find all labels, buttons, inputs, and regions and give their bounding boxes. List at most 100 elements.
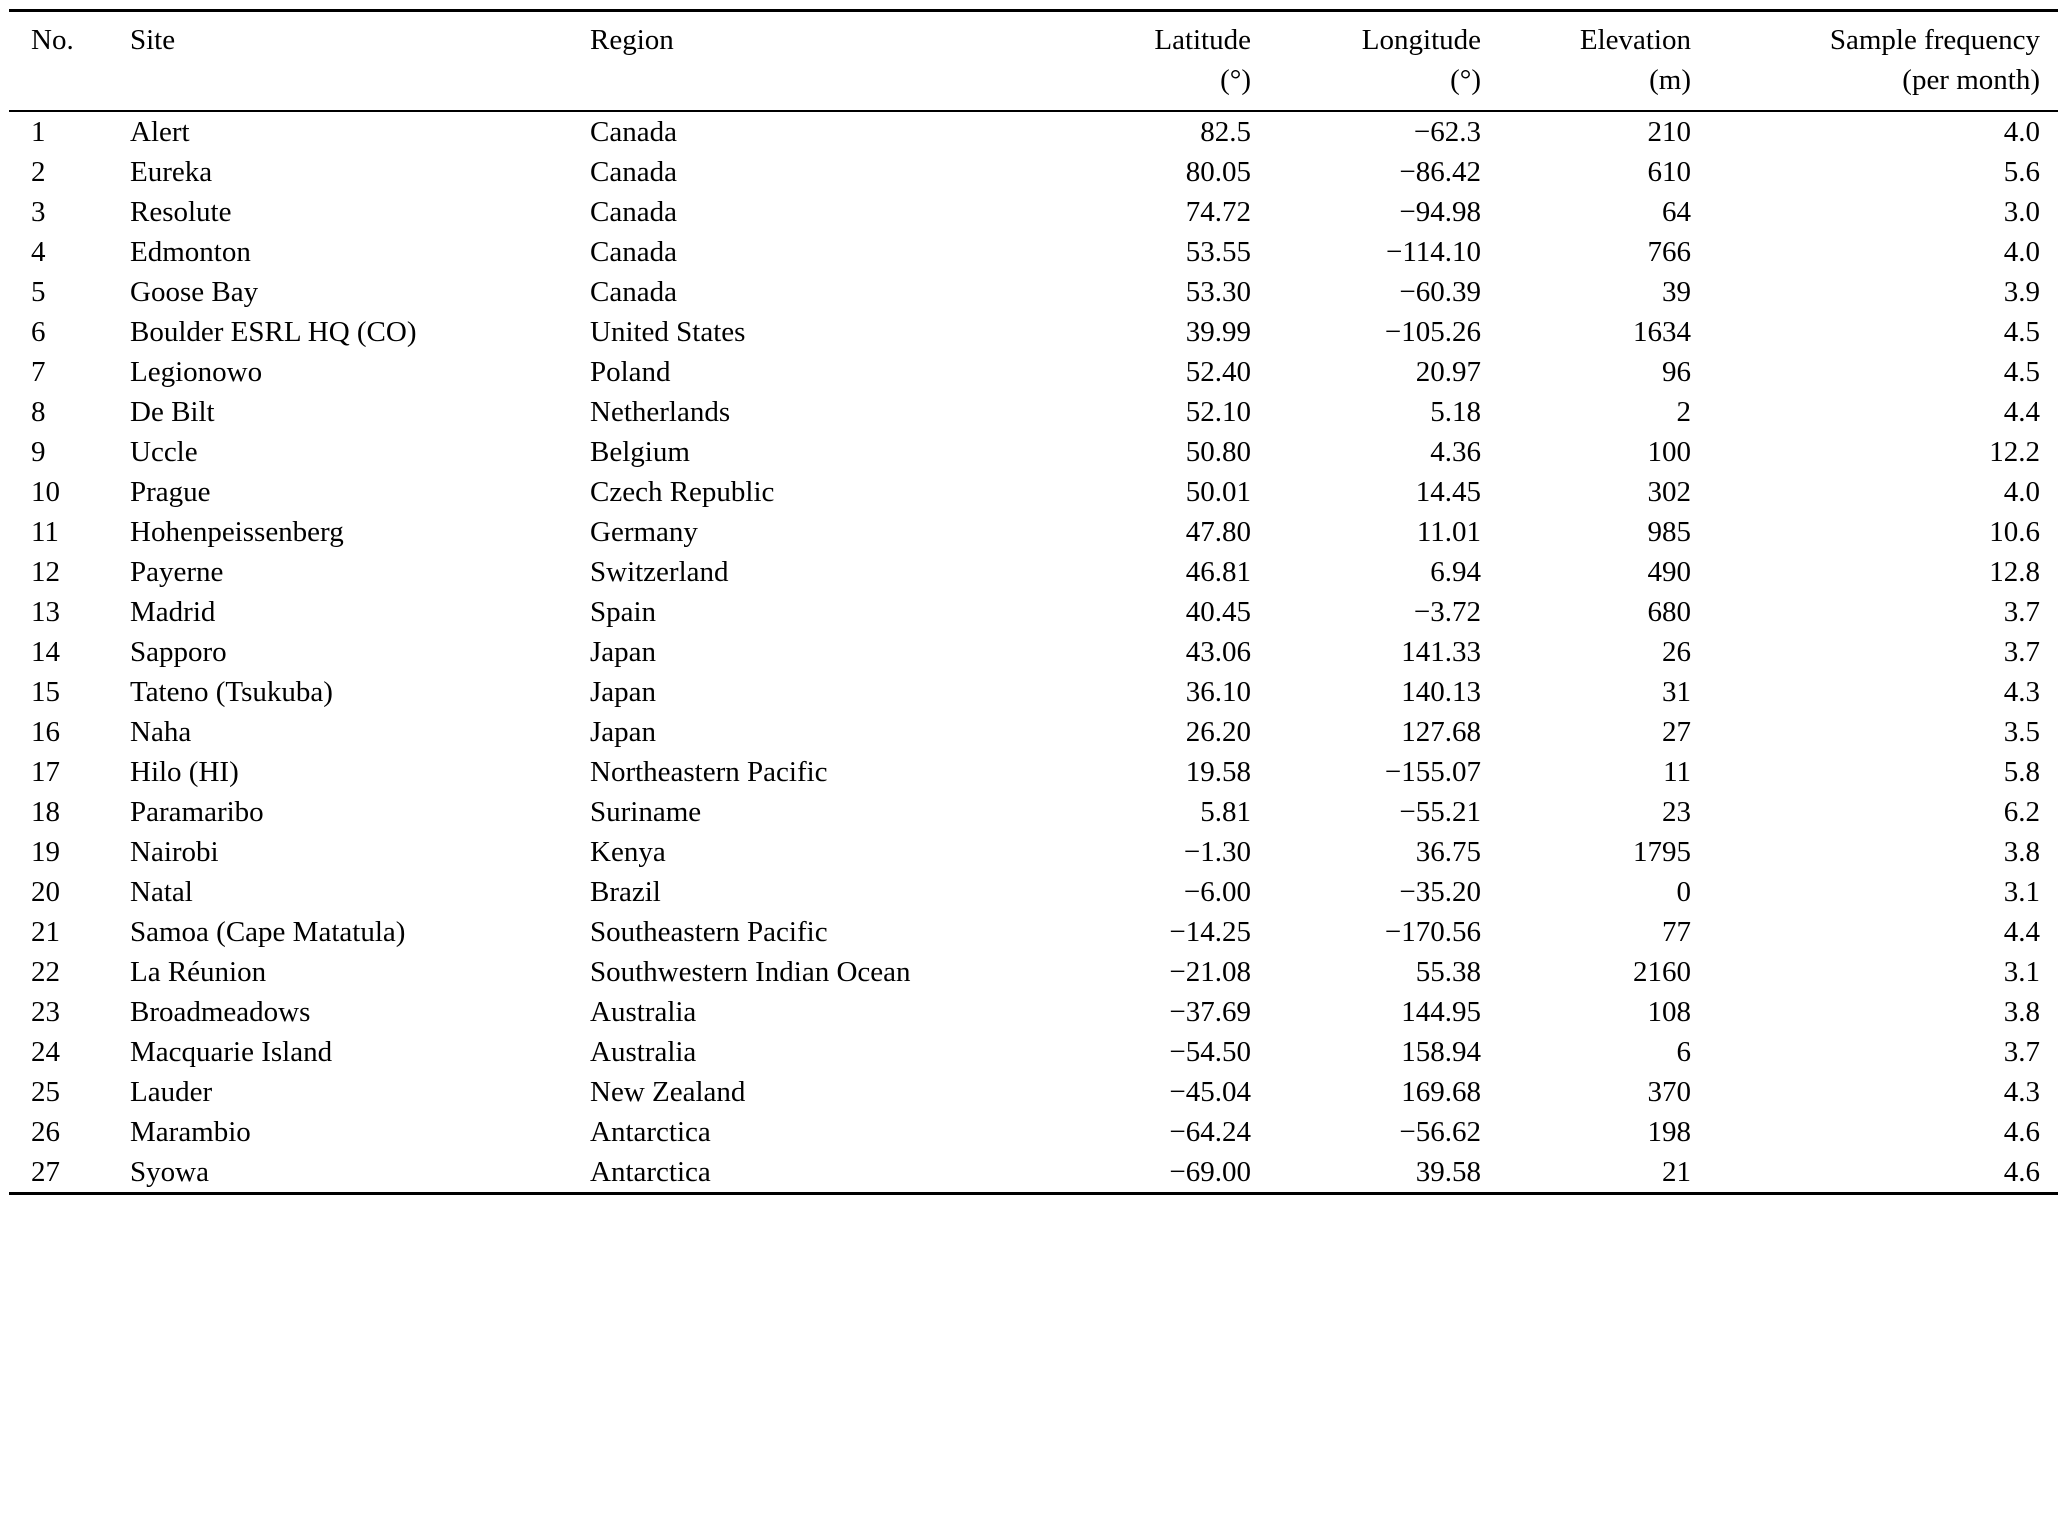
cell-region: Northeastern Pacific (590, 756, 828, 788)
cell-frequency: 4.5 (2003, 316, 2040, 348)
cell-frequency: 3.8 (2003, 836, 2040, 868)
cell-longitude: −114.10 (1385, 236, 1481, 268)
cell-no: 20 (31, 876, 60, 908)
cell-longitude: 39.58 (1415, 1156, 1481, 1188)
column-label-no: No. (31, 24, 74, 56)
cell-site: Natal (130, 876, 193, 908)
cell-latitude: 19.58 (1185, 756, 1251, 788)
cell-region: United States (590, 316, 746, 348)
cell-frequency: 3.7 (2003, 596, 2040, 628)
cell-frequency: 4.6 (2003, 1156, 2040, 1188)
cell-no: 12 (31, 556, 60, 588)
cell-no: 2 (31, 156, 46, 188)
cell-region: Japan (590, 676, 657, 708)
cell-region: Poland (590, 356, 671, 388)
cell-elevation: 6 (1676, 1036, 1692, 1068)
cell-latitude: 47.80 (1185, 516, 1251, 548)
cell-longitude: 20.97 (1415, 356, 1481, 388)
cell-elevation: 77 (1662, 916, 1691, 948)
cell-region: Southwestern Indian Ocean (590, 956, 911, 988)
cell-elevation: 766 (1647, 236, 1692, 268)
table-header: No. Site Region Latitude (°) Longitude (°) Elev… (9, 10, 2058, 112)
cell-frequency: 4.3 (2003, 1076, 2040, 1108)
cell-longitude: −105.26 (1384, 316, 1481, 348)
cell-elevation: 680 (1647, 596, 1692, 628)
cell-elevation: 370 (1647, 1076, 1692, 1108)
table-row: 13 Madrid Spain 40.45 −3.72 680 3.7 (9, 592, 2058, 632)
cell-latitude: 52.10 (1185, 396, 1251, 428)
column-unit-longitude: (°) (1450, 64, 1481, 96)
cell-latitude: 26.20 (1185, 716, 1251, 748)
cell-latitude: −21.08 (1169, 956, 1251, 988)
cell-longitude: 55.38 (1415, 956, 1481, 988)
cell-frequency: 5.6 (2003, 156, 2040, 188)
cell-region: New Zealand (590, 1076, 746, 1108)
cell-latitude: 46.81 (1185, 556, 1251, 588)
cell-region: Brazil (590, 876, 661, 908)
cell-no: 10 (31, 476, 60, 508)
cell-latitude: 80.05 (1185, 156, 1251, 188)
cell-latitude: 53.55 (1185, 236, 1251, 268)
cell-region: Czech Republic (590, 476, 775, 508)
cell-frequency: 4.5 (2003, 356, 2040, 388)
cell-elevation: 0 (1676, 876, 1692, 908)
cell-frequency: 4.0 (2003, 476, 2040, 508)
cell-no: 13 (31, 596, 60, 628)
cell-region: Canada (590, 116, 677, 148)
table-row: 22 La Réunion Southwestern Indian Ocean −21… (9, 952, 2058, 992)
cell-elevation: 11 (1663, 756, 1691, 788)
cell-region: Canada (590, 236, 677, 268)
column-label-latitude: Latitude (1154, 24, 1251, 56)
cell-longitude: 158.94 (1401, 1036, 1481, 1068)
cell-site: Madrid (130, 596, 216, 628)
column-label-site: Site (130, 24, 176, 56)
cell-frequency: 4.4 (2003, 396, 2040, 428)
cell-site: Edmonton (130, 236, 251, 268)
cell-longitude: −35.20 (1399, 876, 1481, 908)
column-header-latitude: Latitude (°) (1114, 10, 1269, 112)
cell-region: Japan (590, 636, 657, 668)
column-label-longitude: Longitude (1361, 24, 1481, 56)
cell-site: Broadmeadows (130, 996, 311, 1028)
cell-frequency: 4.3 (2003, 676, 2040, 708)
cell-no: 7 (31, 356, 46, 388)
cell-no: 15 (31, 676, 60, 708)
cell-elevation: 302 (1647, 476, 1692, 508)
cell-no: 5 (31, 276, 46, 308)
cell-longitude: −56.62 (1399, 1116, 1481, 1148)
cell-no: 17 (31, 756, 60, 788)
cell-elevation: 2160 (1633, 956, 1691, 988)
cell-frequency: 5.8 (2003, 756, 2040, 788)
table-row: 27 Syowa Antarctica −69.00 39.58 21 4.6 (9, 1152, 2058, 1194)
cell-no: 22 (31, 956, 60, 988)
cell-latitude: 43.06 (1185, 636, 1251, 668)
cell-site: Lauder (130, 1076, 213, 1108)
table-row: 6 Boulder ESRL HQ (CO) United States 39.99 −… (9, 312, 2058, 352)
cell-longitude: 169.68 (1401, 1076, 1481, 1108)
cell-longitude: 11.01 (1416, 516, 1481, 548)
table-row: 9 Uccle Belgium 50.80 4.36 100 12.2 (9, 432, 2058, 472)
cell-no: 24 (31, 1036, 60, 1068)
cell-no: 8 (31, 396, 46, 428)
cell-elevation: 985 (1647, 516, 1692, 548)
column-unit-latitude: (°) (1220, 64, 1251, 96)
table-row: 17 Hilo (HI) Northeastern Pacific 19.58 −155… (9, 752, 2058, 792)
cell-elevation: 64 (1662, 196, 1691, 228)
cell-frequency: 4.6 (2003, 1116, 2040, 1148)
cell-latitude: 74.72 (1185, 196, 1251, 228)
cell-site: Resolute (130, 196, 232, 228)
column-unit-elevation: (m) (1649, 64, 1691, 96)
cell-site: La Réunion (130, 956, 267, 988)
cell-frequency: 10.6 (1989, 516, 2040, 548)
column-header-region: Region (589, 10, 1114, 112)
cell-no: 9 (31, 436, 46, 468)
cell-region: Australia (590, 1036, 697, 1068)
cell-latitude: 36.10 (1185, 676, 1251, 708)
cell-elevation: 490 (1647, 556, 1692, 588)
table-row: 10 Prague Czech Republic 50.01 14.45 302 4.0 (9, 472, 2058, 512)
cell-elevation: 21 (1662, 1156, 1691, 1188)
cell-site: Eureka (130, 156, 213, 188)
cell-longitude: 4.36 (1430, 436, 1481, 468)
table-header-row: No. Site Region Latitude (°) Longitude (°) Elev… (9, 10, 2058, 112)
table-row: 16 Naha Japan 26.20 127.68 27 3.5 (9, 712, 2058, 752)
